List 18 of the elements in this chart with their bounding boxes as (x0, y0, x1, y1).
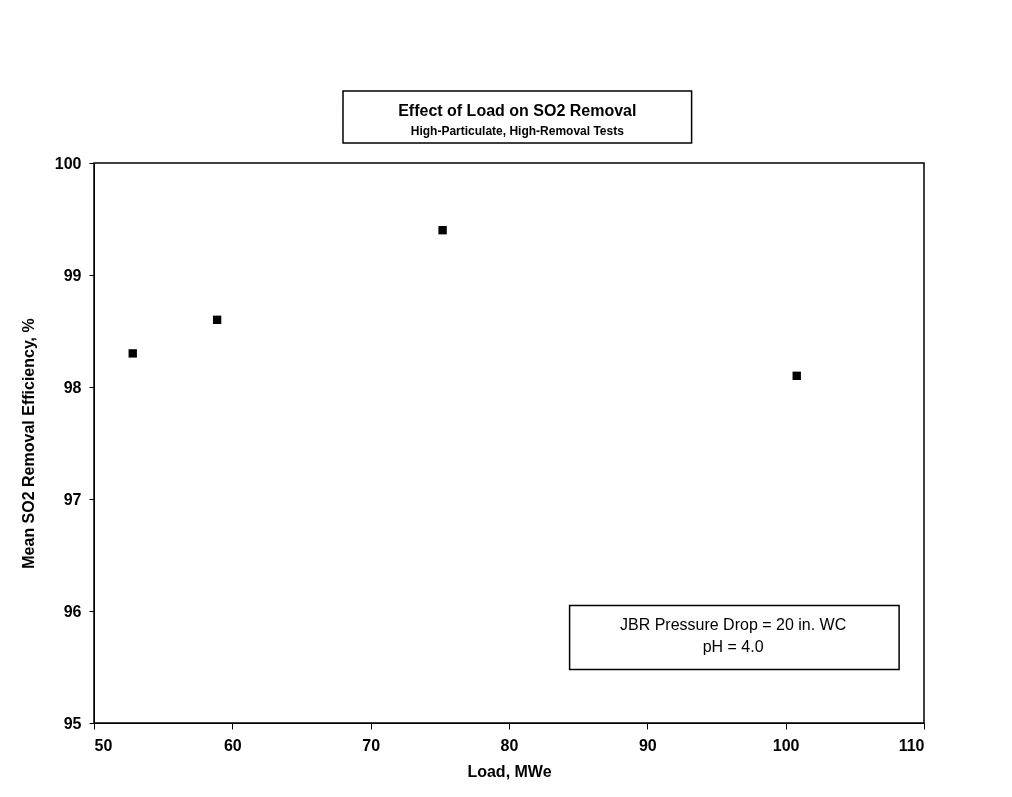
chart-subtitle: High-Particulate, High-Removal Tests (410, 124, 625, 138)
y-tick-label: 99 (63, 266, 82, 284)
x-tick-label: 110 (898, 736, 925, 754)
y-tick-label: 95 (63, 714, 82, 732)
chart-title: Effect of Load on SO2 Removal (398, 102, 637, 119)
y-axis-title: Mean SO2 Removal Efficiency, % (19, 318, 37, 569)
x-tick-label: 80 (500, 736, 519, 754)
x-tick-label: 60 (223, 736, 242, 754)
annotation: JBR Pressure Drop = 20 in. WC pH = 4.0 (619, 616, 847, 656)
x-tick-label: 50 (94, 736, 113, 754)
y-tick-label: 96 (63, 602, 82, 620)
x-tick-label: 70 (362, 736, 381, 754)
y-tick-label: 97 (63, 490, 82, 508)
y-tick-label: 98 (63, 378, 82, 396)
x-tick-label: 100 (772, 736, 800, 754)
x-axis-title: Load, MWe (467, 762, 552, 780)
y-tick-label: 100 (54, 154, 82, 172)
x-tick-label: 90 (638, 736, 657, 754)
